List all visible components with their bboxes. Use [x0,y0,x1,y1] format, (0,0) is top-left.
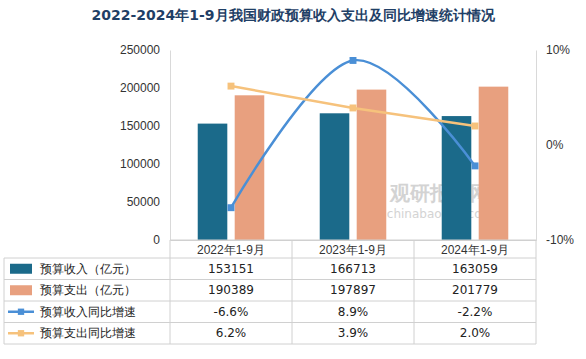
marker [472,123,479,130]
y2-tick: 0% [536,138,564,152]
table-rule [4,279,536,280]
table-rule [170,240,536,241]
marker-series [228,83,479,130]
y2-tick-label: -10% [546,233,574,247]
y-axis: 0 50000 100000 150000 200000 250000 [120,43,171,247]
marker [228,204,235,211]
y-tick: 250000 [120,43,170,57]
bar [320,113,350,240]
x-tick: 2024年1-9月 [441,240,509,257]
data-table [4,240,536,344]
table-rule [536,240,537,344]
data-label: 153151 [208,262,254,276]
data-label: 3.9% [338,326,369,340]
y-tick: 100000 [120,157,170,171]
y2-tick-label: 10% [546,43,570,57]
y-tick: 150000 [120,119,170,133]
line [231,60,475,208]
y2-tick: 10% [536,43,570,57]
bar [442,116,472,240]
legend-label: 预算支出同比增速 [40,326,136,340]
data-label: 197897 [330,283,376,297]
bar [479,87,509,240]
legend-item: 预算支出（亿元） [10,283,136,297]
y-tick: 200000 [120,81,170,95]
y-tick: 0 [153,233,170,247]
bar [198,124,228,240]
table-rule [414,240,415,344]
y2-axis: -10% 0% 10% [536,43,574,247]
x-tick-label: 2023年1-9月 [319,243,387,257]
data-label: -2.2% [458,305,493,319]
y-tick-label: 0 [153,233,160,247]
x-axis: 2022年1-9月 2023年1-9月 2024年1-9月 [171,240,537,257]
bar [235,95,265,240]
data-label: 2.0% [460,326,491,340]
table-rule [4,301,536,302]
data-label: 6.2% [216,326,247,340]
legend-item: 预算收入（亿元） [10,262,136,276]
y-tick-label: 50000 [127,195,161,209]
data-label: -6.6% [214,305,249,319]
y2-axis-line [536,51,537,241]
table-rule [4,344,536,345]
chart: 2022-2024年1-9月我国财政预算收入支出及同比增速统计情况观研报告网 ch… [0,0,586,359]
y2-tick-label: 0% [546,138,564,152]
legend-label: 预算收入同比增速 [40,305,136,319]
table-rule [292,240,293,344]
legend-marker [18,309,24,315]
watermark: 观研报告网 [389,181,490,205]
table-rule [4,322,536,323]
marker [350,57,357,64]
table-rule [4,258,5,344]
y-tick: 50000 [127,195,170,209]
marker [472,162,479,169]
data-label: 190389 [208,283,254,297]
marker-series [228,57,479,211]
legend-item: 预算收入同比增速 [8,305,136,319]
data-label: 8.9% [338,305,369,319]
legend-label: 预算收入（亿元） [40,262,136,276]
data-label: 163059 [452,262,498,276]
legend-marker [18,330,24,336]
table-rule [4,258,536,259]
legend-label: 预算支出（亿元） [40,283,136,297]
y-axis-line [170,51,171,241]
plot-area [198,57,509,240]
legend-swatch [10,285,32,295]
line [231,86,475,126]
watermark: chinabaogao.com [387,207,493,221]
y-tick-label: 100000 [120,157,160,171]
y-tick-label: 200000 [120,81,160,95]
x-tick: 2023年1-9月 [319,240,387,257]
marker [228,83,235,90]
data-label: 201779 [452,283,498,297]
data-label: 166713 [330,262,376,276]
y2-tick: -10% [536,233,574,247]
legend-swatch [10,264,32,274]
y-tick-label: 250000 [120,43,160,57]
x-tick-label: 2022年1-9月 [197,243,265,257]
marker [350,104,357,111]
x-tick-label: 2024年1-9月 [441,243,509,257]
title: 2022-2024年1-9月我国财政预算收入支出及同比增速统计情况 [91,7,495,23]
y-tick-label: 150000 [120,119,160,133]
legend-item: 预算支出同比增速 [8,326,136,340]
x-tick: 2022年1-9月 [197,240,265,257]
x-axis-line [171,240,537,241]
table-rule [170,240,171,344]
